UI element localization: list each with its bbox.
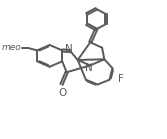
Text: N: N (85, 63, 93, 73)
Text: N: N (65, 44, 73, 54)
Text: meo: meo (2, 44, 22, 53)
Text: F: F (118, 74, 123, 84)
Text: O: O (58, 88, 66, 98)
